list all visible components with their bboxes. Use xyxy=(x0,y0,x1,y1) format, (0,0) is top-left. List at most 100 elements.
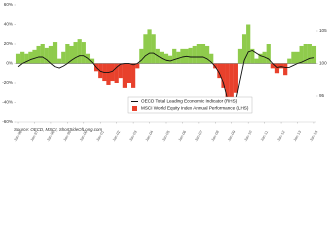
legend-label: MSCI World Equity Index Annual Performan… xyxy=(141,106,249,111)
y-tick-label: 40% xyxy=(4,22,13,27)
x-tick-label: Jan-01 xyxy=(96,130,105,142)
bar xyxy=(114,63,119,83)
x-tick-label: Jan-06 xyxy=(178,130,187,142)
x-tick-label: Jan-02 xyxy=(112,130,121,142)
bar xyxy=(274,63,280,74)
bar xyxy=(106,63,111,85)
bar xyxy=(172,48,177,64)
bar xyxy=(295,51,300,64)
bar xyxy=(229,63,234,113)
legend-box xyxy=(127,96,253,114)
bar xyxy=(262,51,267,64)
y-tick-label: 0% xyxy=(6,61,13,66)
bar xyxy=(283,63,288,76)
x-tick-label: Jan-03 xyxy=(128,130,137,142)
bar xyxy=(139,48,144,64)
bar xyxy=(24,53,29,64)
bar xyxy=(159,51,164,64)
bar xyxy=(77,39,82,64)
legend: OECD Total Leading Economic Indicator (R… xyxy=(127,96,253,114)
source-note: Source: OECD, MSCI, ShortSideOfLong.com xyxy=(14,127,102,132)
bar xyxy=(73,42,78,64)
bar xyxy=(225,63,230,105)
bar xyxy=(52,42,58,64)
bar xyxy=(15,53,21,64)
x-tick-label: Jan-08 xyxy=(211,130,220,142)
bar xyxy=(180,48,185,64)
bar xyxy=(307,44,312,64)
bar xyxy=(40,44,45,64)
bar xyxy=(291,51,296,64)
y2-tick-label: 100 xyxy=(319,61,327,66)
bar xyxy=(57,58,62,64)
x-tick-label: Jan-09 xyxy=(227,130,236,142)
bar xyxy=(151,34,156,64)
x-tick-label: Jan-12 xyxy=(276,130,285,142)
bar xyxy=(213,63,218,69)
bar xyxy=(241,34,247,64)
bar xyxy=(287,58,292,64)
x-tick-label: Jan-97 xyxy=(30,130,39,142)
x-tick-label: Jan-14 xyxy=(309,130,318,142)
x-tick-label: Jan-99 xyxy=(63,130,72,142)
bar xyxy=(299,45,304,64)
legend-swatch xyxy=(132,106,137,111)
background xyxy=(0,0,335,150)
bar xyxy=(303,44,308,64)
y-tick-label: 60% xyxy=(4,2,13,7)
bar xyxy=(270,63,275,69)
y-tick-label: -60% xyxy=(2,119,13,124)
x-tick-label: Jan-05 xyxy=(161,130,170,142)
bar xyxy=(278,63,284,69)
y-tick-label: 20% xyxy=(4,41,13,46)
bar xyxy=(250,48,255,64)
x-tick-label: Jan-96 xyxy=(13,130,22,142)
bar xyxy=(69,45,74,64)
bar xyxy=(32,49,37,64)
bar xyxy=(200,44,206,64)
y2-tick-label: 105 xyxy=(319,28,327,33)
bar xyxy=(246,24,251,64)
bar xyxy=(163,53,169,64)
bar xyxy=(204,45,210,64)
bar xyxy=(266,44,271,64)
bar xyxy=(20,51,25,64)
y-tick-label: -20% xyxy=(2,80,13,85)
bar xyxy=(147,29,152,64)
bar xyxy=(188,47,193,64)
legend-label: OECD Total Leading Economic Indicator (R… xyxy=(141,99,238,104)
bar xyxy=(209,53,214,64)
x-tick-label: Jan-11 xyxy=(260,130,269,142)
bar xyxy=(233,63,238,93)
bar xyxy=(61,51,66,64)
bar xyxy=(311,45,317,64)
bar xyxy=(118,63,123,79)
bar xyxy=(81,42,86,64)
bar xyxy=(28,51,33,64)
x-tick-label: Jan-10 xyxy=(244,130,253,142)
bar xyxy=(176,51,181,64)
bar xyxy=(65,44,70,64)
bar xyxy=(221,63,226,88)
bar xyxy=(135,63,140,69)
bar xyxy=(254,58,259,64)
x-tick-label: Jan-13 xyxy=(293,130,302,142)
y-tick-label: -40% xyxy=(2,100,13,105)
x-tick-label: Jan-98 xyxy=(46,130,55,142)
bar xyxy=(126,63,132,83)
bar xyxy=(258,53,263,64)
bar xyxy=(36,45,41,64)
bar xyxy=(89,58,95,64)
bar xyxy=(168,55,173,64)
x-tick-label: Jan-00 xyxy=(79,130,88,142)
x-tick-label: Jan-04 xyxy=(145,130,154,142)
bar xyxy=(196,44,201,64)
bar xyxy=(110,63,115,82)
y2-tick-label: 95 xyxy=(319,93,325,98)
bar xyxy=(192,45,197,64)
x-tick-label: Jan-07 xyxy=(194,130,203,142)
chart: Source: OECD, MSCI, ShortSideOfLong.com … xyxy=(0,0,335,150)
bar xyxy=(237,48,243,64)
bar xyxy=(122,63,128,88)
bar xyxy=(143,34,148,64)
